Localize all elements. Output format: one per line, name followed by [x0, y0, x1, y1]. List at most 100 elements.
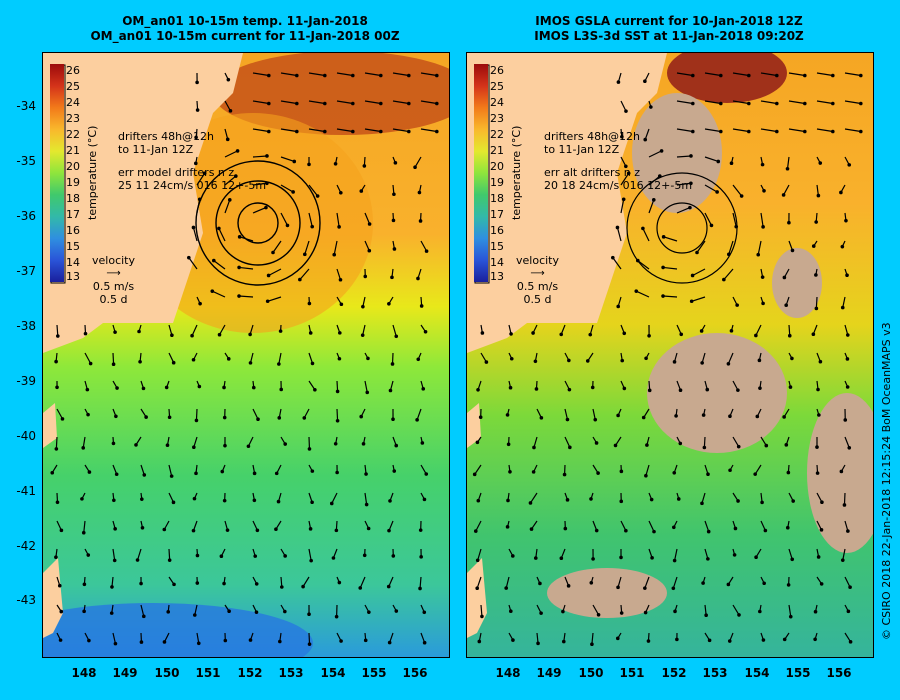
current-arrow-head: [753, 472, 757, 476]
x-label: 153: [702, 666, 728, 680]
current-arrow-head: [222, 385, 226, 390]
current-arrow-head: [115, 386, 119, 390]
current-arrow-head: [859, 129, 863, 134]
current-arrow-head: [337, 225, 341, 229]
current-arrow: [616, 227, 622, 242]
current-arrow-head: [661, 294, 665, 298]
current-arrow: [336, 408, 339, 421]
current-arrow: [308, 100, 325, 105]
current-arrow-head: [167, 558, 172, 562]
current-arrow: [213, 260, 226, 270]
current-arrow-head: [379, 129, 383, 134]
current-arrow-head: [266, 273, 271, 278]
current-arrow-head: [509, 609, 513, 614]
left-drifters-label: drifters 48h@12h to 11-Jan 12Z: [118, 130, 214, 156]
current-arrow-head: [197, 384, 202, 389]
current-arrow-head: [228, 109, 233, 113]
x-label: 151: [195, 666, 221, 680]
current-arrow-head: [689, 181, 693, 186]
current-arrow-head: [762, 581, 766, 586]
current-arrow-head: [818, 359, 823, 364]
current-arrow-head: [652, 529, 656, 534]
current-arrow-head: [817, 413, 821, 417]
current-arrow: [308, 632, 311, 645]
velocity-arrow-icon: ⟶: [530, 268, 545, 279]
current-arrow: [788, 128, 805, 133]
current-arrow-head: [755, 414, 760, 419]
current-arrow: [636, 290, 650, 298]
current-arrow: [732, 184, 743, 197]
current-arrow-head: [559, 556, 564, 561]
current-arrow-head: [332, 252, 337, 257]
current-arrow-head: [716, 159, 721, 164]
current-arrow-head: [435, 73, 439, 78]
current-arrow: [816, 72, 833, 77]
current-arrow-head: [845, 357, 850, 361]
current-arrow-head: [634, 289, 639, 293]
current-arrow-head: [754, 333, 758, 338]
y-label: -42: [16, 539, 36, 553]
current-arrow-head: [619, 611, 624, 615]
current-arrow-head: [421, 387, 426, 391]
current-arrow-head: [307, 162, 311, 167]
current-arrow-head: [645, 443, 649, 447]
current-arrow-head: [506, 442, 511, 447]
current-arrow-head: [192, 613, 197, 617]
current-arrow-head: [333, 441, 338, 446]
current-arrow: [419, 576, 422, 589]
current-arrow-head: [88, 361, 93, 366]
current-arrow: [592, 408, 596, 420]
current-arrow-head: [323, 101, 327, 106]
current-arrow-head: [691, 129, 695, 134]
current-arrow: [755, 324, 762, 336]
current-arrow-head: [511, 554, 515, 558]
current-arrow-head: [847, 163, 852, 167]
right-title-line2: IMOS L3S-3d SST at 11-Jan-2018 09:20Z: [534, 29, 804, 43]
right-panel-title: IMOS GSLA current for 10-Jan-2018 12Z IM…: [466, 14, 872, 44]
current-arrow-head: [715, 190, 719, 194]
current-arrow-head: [222, 415, 227, 420]
current-arrow-head: [310, 361, 315, 366]
right-map-svg: [467, 53, 873, 657]
current-arrow-head: [815, 445, 819, 449]
left-velocity-legend: velocity ⟶ 0.5 m/s 0.5 d: [92, 254, 135, 306]
current-arrow-head: [195, 108, 200, 112]
current-arrow-head: [418, 219, 423, 223]
current-arrow-head: [333, 162, 338, 166]
current-arrow-head: [782, 275, 787, 280]
current-arrow-head: [709, 223, 714, 228]
cb-tick: 19: [490, 176, 504, 189]
current-arrow-head: [811, 332, 816, 337]
current-arrow: [475, 520, 482, 532]
current-arrow: [252, 100, 269, 105]
current-arrow-head: [644, 356, 648, 361]
current-arrow-head: [816, 193, 821, 198]
current-arrow-head: [423, 329, 428, 334]
current-arrow-head: [803, 129, 807, 134]
mainland-coast: [467, 53, 667, 353]
current-arrow-head: [845, 333, 850, 337]
current-arrow-head: [477, 639, 482, 644]
current-arrow-head: [55, 500, 60, 505]
current-arrow: [592, 604, 600, 616]
current-arrow: [278, 352, 282, 365]
current-arrow-head: [276, 499, 281, 504]
cb-tick: 24: [66, 96, 80, 109]
current-arrow-head: [533, 556, 538, 560]
current-arrow-head: [291, 190, 295, 194]
cb-tick: 18: [66, 192, 80, 205]
current-arrow: [692, 268, 706, 277]
current-arrow-head: [113, 641, 118, 646]
current-arrow-head: [620, 358, 625, 363]
current-arrow-head: [167, 415, 172, 420]
current-arrow-head: [761, 301, 765, 306]
current-arrow-head: [113, 330, 117, 334]
current-arrow-head: [647, 333, 651, 338]
current-arrow: [757, 240, 762, 255]
current-arrow-head: [390, 362, 395, 366]
current-arrow-head: [719, 129, 723, 134]
current-arrow: [844, 72, 861, 77]
current-arrow-head: [659, 149, 664, 153]
current-arrow-head: [407, 101, 411, 106]
current-arrow-head: [736, 499, 740, 503]
